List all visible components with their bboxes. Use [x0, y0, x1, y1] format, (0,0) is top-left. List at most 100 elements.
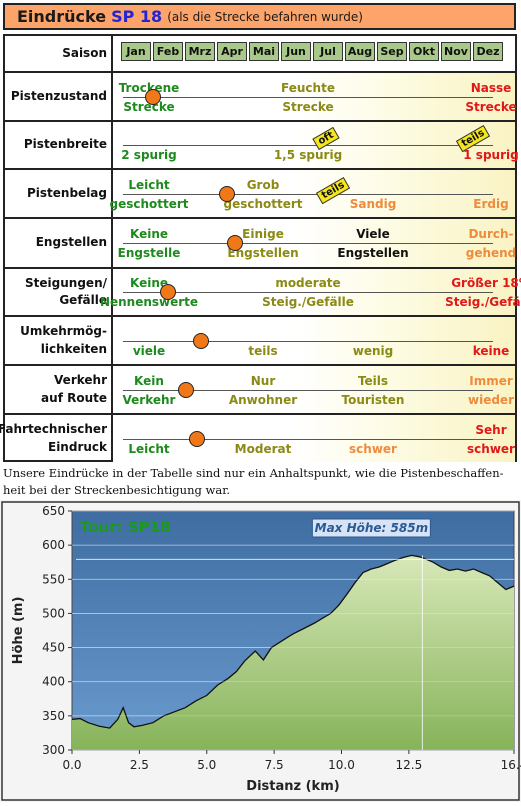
elevation-area	[72, 555, 514, 750]
month-dez: Dez	[473, 42, 503, 61]
season-body: Jan Feb Mrz Apr Mai Jun Jul Aug Sep Okt Nov Dez	[113, 36, 517, 71]
y-tick-label: 500	[42, 606, 65, 620]
y-axis-label: Höhe (m)	[11, 597, 26, 665]
elevation-chart: 650 600 550 500 450 400 350 300 0.0 2.5 5.0 7.5 10.0…	[0, 500, 521, 802]
row-scale: Kein Verkehr Nur Anwohner Teils Touristen Imme…	[113, 366, 517, 413]
y-tick-label: 350	[42, 709, 65, 723]
max-height-label: Max Höhe: 585m	[315, 521, 428, 535]
rating-marker	[219, 186, 236, 202]
option-label-bottom: 2 spurig	[121, 148, 177, 162]
option-label-top: Kein	[134, 374, 164, 388]
option-label-bottom: Engstellen	[227, 246, 299, 260]
option-label-top: Nur	[250, 374, 276, 388]
option-label-bottom: Touristen	[341, 393, 405, 407]
scale-line	[123, 292, 493, 293]
row-label: Umkehrmög- lichkeiten	[3, 317, 113, 364]
row-scale: Leicht Moderat schwer Sehr schwer	[113, 415, 517, 462]
table-row: Pistenzustand Trockene Strecke Feuchte Strec…	[3, 71, 517, 120]
y-tick-label: 300	[42, 743, 65, 757]
option-label-bottom: gehend	[465, 246, 517, 260]
month-nov: Nov	[441, 42, 471, 61]
option-label-bottom: schwer	[349, 442, 397, 456]
table-row: Verkehr auf Route Kein Verkehr Nur Anwohner T…	[3, 364, 517, 413]
y-tick-label: 450	[42, 641, 65, 655]
row-label: Verkehr auf Route	[3, 366, 113, 413]
page-title: Eindrücke	[17, 7, 107, 26]
option-label-top: Durch-	[468, 227, 514, 241]
max-height-box	[311, 518, 431, 538]
option-label-top: moderate	[275, 276, 341, 290]
month-apr: Apr	[217, 42, 247, 61]
option-label-bottom: Erdig	[473, 197, 509, 211]
option-label-top: Immer	[469, 374, 513, 388]
option-label-bottom: Nennenswerte	[99, 295, 199, 309]
scale-line	[123, 145, 493, 146]
row-scale: Leicht geschottert Grob geschottert Sandig Er…	[109, 170, 517, 217]
option-label-top: Sehr	[475, 423, 507, 437]
table-row: Engstellen Keine Engstelle Einige Engstellen…	[3, 217, 517, 267]
y-tick-label: 400	[42, 675, 65, 689]
x-tick-label: 10.0	[328, 758, 355, 772]
rating-marker	[144, 89, 161, 105]
rating-marker	[193, 333, 210, 349]
scale-line	[123, 97, 493, 98]
option-label-top: Größer 18%	[451, 276, 521, 290]
season-row: Saison Jan Feb Mrz Apr Mai Jun Jul Aug Sep Okt Nov…	[3, 36, 517, 71]
x-axis-label: Distanz (km)	[246, 779, 339, 794]
x-tick-label: 16.4	[501, 758, 521, 772]
month-aug: Aug	[345, 42, 375, 61]
option-label-top: Nasse	[470, 81, 512, 95]
elevation-line	[71, 554, 515, 729]
option-label-bottom: teils	[248, 344, 278, 358]
season-label: Saison	[3, 36, 113, 71]
option-label-bottom: Moderat	[234, 442, 292, 456]
option-label-bottom: Strecke	[282, 100, 334, 114]
month-mrz: Mrz	[185, 42, 215, 61]
title-bar: Eindrücke SP 18 (als die Strecke befahre…	[3, 3, 516, 30]
row-label: Pistenbelag	[3, 170, 113, 217]
row-scale: Keine Nennenswerte moderate Steig./Gefälle G…	[100, 269, 521, 315]
x-tick-label: 5.0	[197, 758, 216, 772]
row-label: Pistenzustand	[3, 73, 113, 120]
scale-line	[123, 439, 493, 440]
option-label-bottom: geschottert	[109, 197, 189, 211]
row-scale: Trockene Strecke Feuchte Strecke Nasse Streck…	[113, 73, 517, 120]
frequency-flag: teils	[315, 176, 351, 205]
row-label: Engstellen	[3, 219, 113, 267]
month-jan: Jan	[121, 42, 151, 61]
month-feb: Feb	[153, 42, 183, 61]
x-tick-label: 2.5	[130, 758, 149, 772]
rating-marker	[178, 382, 195, 398]
table-row: Fahrtechnischer Eindruck Leicht Moderat sch…	[0, 413, 517, 462]
option-label-bottom: schwer	[467, 442, 515, 456]
option-label-bottom: wieder	[468, 393, 514, 407]
frequency-flag: oft	[312, 126, 340, 151]
scale-line	[123, 390, 493, 391]
option-label-bottom: Engstellen	[337, 246, 409, 260]
option-label-top: Keine	[129, 276, 169, 290]
option-label-bottom: Strecke	[465, 100, 517, 114]
x-tick-label: 0.0	[62, 758, 81, 772]
table-row: Pistenbelag Leicht geschottert Grob geschott…	[3, 168, 517, 217]
option-label-bottom: 1 spurig	[463, 148, 519, 162]
rating-marker	[189, 431, 206, 447]
option-label-top: Trockene	[118, 81, 180, 95]
chart-border	[1, 501, 520, 801]
x-tick-label: 12.5	[396, 758, 423, 772]
option-label-bottom: 1,5 spurig	[273, 148, 343, 162]
option-label-bottom: Anwohner	[228, 393, 298, 407]
row-scale: viele teils wenig keine	[113, 317, 517, 364]
table-row: Pistenbreite 2 spurig 1,5 spurig 1 spurig of…	[3, 120, 519, 168]
table-row: Steigungen/ Gefälle Keine Nennenswerte mode…	[3, 267, 521, 315]
option-label-top: Grob	[246, 178, 280, 192]
option-label-bottom: Steig./Gefälle	[262, 295, 354, 309]
x-tick-label: 7.5	[265, 758, 284, 772]
scale-line	[123, 194, 493, 195]
option-label-bottom: Strecke	[123, 100, 175, 114]
option-label-top: Teils	[357, 374, 389, 388]
table-row: Umkehrmög- lichkeiten viele teils wenig kein…	[3, 315, 517, 364]
row-label: Fahrtechnischer Eindruck	[0, 415, 113, 462]
rating-marker	[226, 235, 243, 251]
month-sep: Sep	[377, 42, 407, 61]
